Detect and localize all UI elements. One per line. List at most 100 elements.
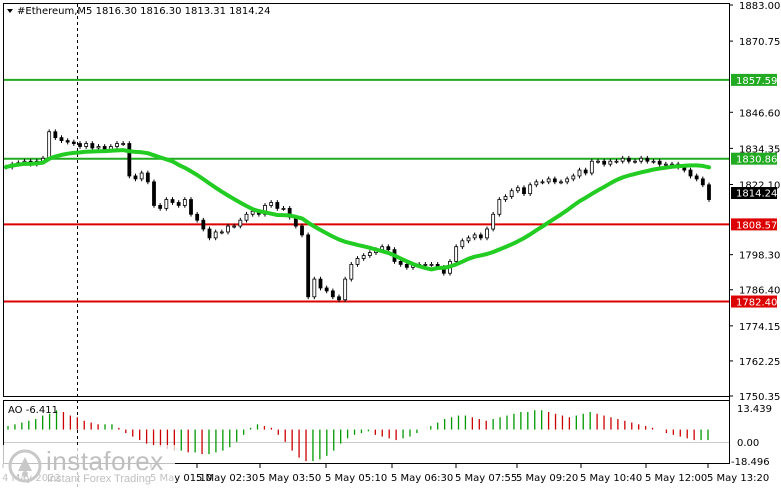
candle-body xyxy=(275,202,280,209)
moving-average-line xyxy=(4,148,711,272)
candle-body xyxy=(589,160,594,174)
candle-body xyxy=(522,187,526,195)
candle-body xyxy=(232,225,237,228)
level-tag xyxy=(731,218,777,231)
candle-body xyxy=(355,258,360,265)
candle-body xyxy=(158,205,163,209)
watermark-subtitle: Instant Forex Trading xyxy=(47,473,151,485)
candle-body xyxy=(84,143,89,147)
candle-body xyxy=(485,228,489,239)
candle-body xyxy=(133,175,138,180)
candle-body xyxy=(534,181,539,186)
candle-body xyxy=(509,190,514,197)
candle-body xyxy=(115,143,119,147)
level-tag-label: 1830.86 xyxy=(736,155,777,166)
candle-body xyxy=(102,146,107,150)
candle-body xyxy=(645,157,650,162)
x-tick-label: 5 May 05:10 xyxy=(325,473,387,484)
candle-body xyxy=(663,163,668,166)
ao-histogram xyxy=(7,410,709,462)
candle-body xyxy=(250,210,255,215)
candle-body xyxy=(195,213,200,221)
candle-body xyxy=(164,199,169,209)
level-lines xyxy=(4,78,729,303)
candle-body xyxy=(626,157,631,162)
candle-body xyxy=(694,175,699,180)
candle-body xyxy=(361,255,366,259)
y-tick-label: 1822.10 xyxy=(739,181,780,192)
candles xyxy=(4,129,711,303)
candle-body xyxy=(633,160,637,163)
y-tick-label: 1834.35 xyxy=(739,144,780,155)
candle-body xyxy=(515,187,520,192)
candle-body xyxy=(688,169,693,177)
candle-body xyxy=(269,202,274,206)
candle-body xyxy=(497,199,502,215)
candle-body xyxy=(226,225,230,233)
candle-body xyxy=(367,252,372,256)
candle-body xyxy=(127,143,132,177)
candle-body xyxy=(170,199,175,203)
y-tick-label: 1798.30 xyxy=(739,251,780,262)
candle-body xyxy=(47,131,52,159)
candle-body xyxy=(189,199,193,215)
candle-body xyxy=(466,237,471,242)
candle-body xyxy=(343,278,348,301)
main-chart-frame xyxy=(3,3,730,397)
candle-body xyxy=(571,175,576,180)
candle-body xyxy=(460,240,465,248)
x-tick-label: 5 May 10:40 xyxy=(580,473,642,484)
candle-body xyxy=(404,263,409,268)
x-tick-label: 5 May 07:55 xyxy=(455,473,517,484)
level-tag-label: 1782.40 xyxy=(736,298,777,309)
x-tick-label: 5 May 01:10 xyxy=(150,473,212,484)
level-tag-label: 1857.59 xyxy=(736,76,777,87)
level-tags: 1857.59 1830.86 1808.57 1782.40 xyxy=(731,73,777,309)
instaforex-logo-icon xyxy=(8,449,42,483)
candle-body xyxy=(318,278,323,289)
candle-body xyxy=(528,184,533,195)
candle-body xyxy=(330,290,335,298)
ao-label: AO -6.411 xyxy=(8,405,58,416)
ao-scale-zero: 0.00 xyxy=(737,438,759,449)
current-price-label: 1814.24 xyxy=(736,189,777,200)
ao-scale-top: 13.439 xyxy=(737,404,772,415)
candle-body xyxy=(349,263,354,280)
candle-body xyxy=(639,157,644,162)
candle-body xyxy=(454,246,459,262)
watermark-brand: instaforex xyxy=(46,446,164,476)
x-tick-label: 5 May 02:30 xyxy=(196,473,258,484)
y-tick-label: 1883.00 xyxy=(739,1,780,12)
candle-body xyxy=(651,160,656,163)
level-tag xyxy=(731,295,777,308)
candle-body xyxy=(657,160,662,165)
candle-body xyxy=(59,137,64,141)
current-price-tag: 1814.24 xyxy=(731,187,777,200)
candle-body xyxy=(478,234,483,239)
candle-body xyxy=(608,160,613,165)
candle-body xyxy=(78,143,82,147)
candle-body xyxy=(312,278,317,298)
candle-body xyxy=(429,263,434,266)
y-tick-label: 1750.35 xyxy=(739,392,780,403)
y-axis-labels: 1883.00 1870.75 1846.60 1834.35 1822.10 1798.… xyxy=(729,1,780,403)
candle-body xyxy=(472,234,477,239)
candle-body xyxy=(707,184,711,200)
candle-body xyxy=(90,143,95,149)
candle-body xyxy=(398,261,403,265)
y-tick-label: 1846.60 xyxy=(739,108,780,119)
x-tick-label: 5 May 13:20 xyxy=(707,473,769,484)
candle-body xyxy=(65,140,70,143)
candle-body xyxy=(620,157,625,162)
candle-body xyxy=(244,213,249,221)
candle-body xyxy=(300,225,304,236)
candle-body xyxy=(596,160,600,163)
x-tick-label: 5 May 09:20 xyxy=(516,473,578,484)
candle-body xyxy=(71,141,76,144)
candle-body xyxy=(602,160,607,165)
candle-body xyxy=(559,181,563,184)
candle-body xyxy=(53,131,58,139)
candle-body xyxy=(281,207,286,210)
header-collapse-icon[interactable] xyxy=(7,9,13,13)
